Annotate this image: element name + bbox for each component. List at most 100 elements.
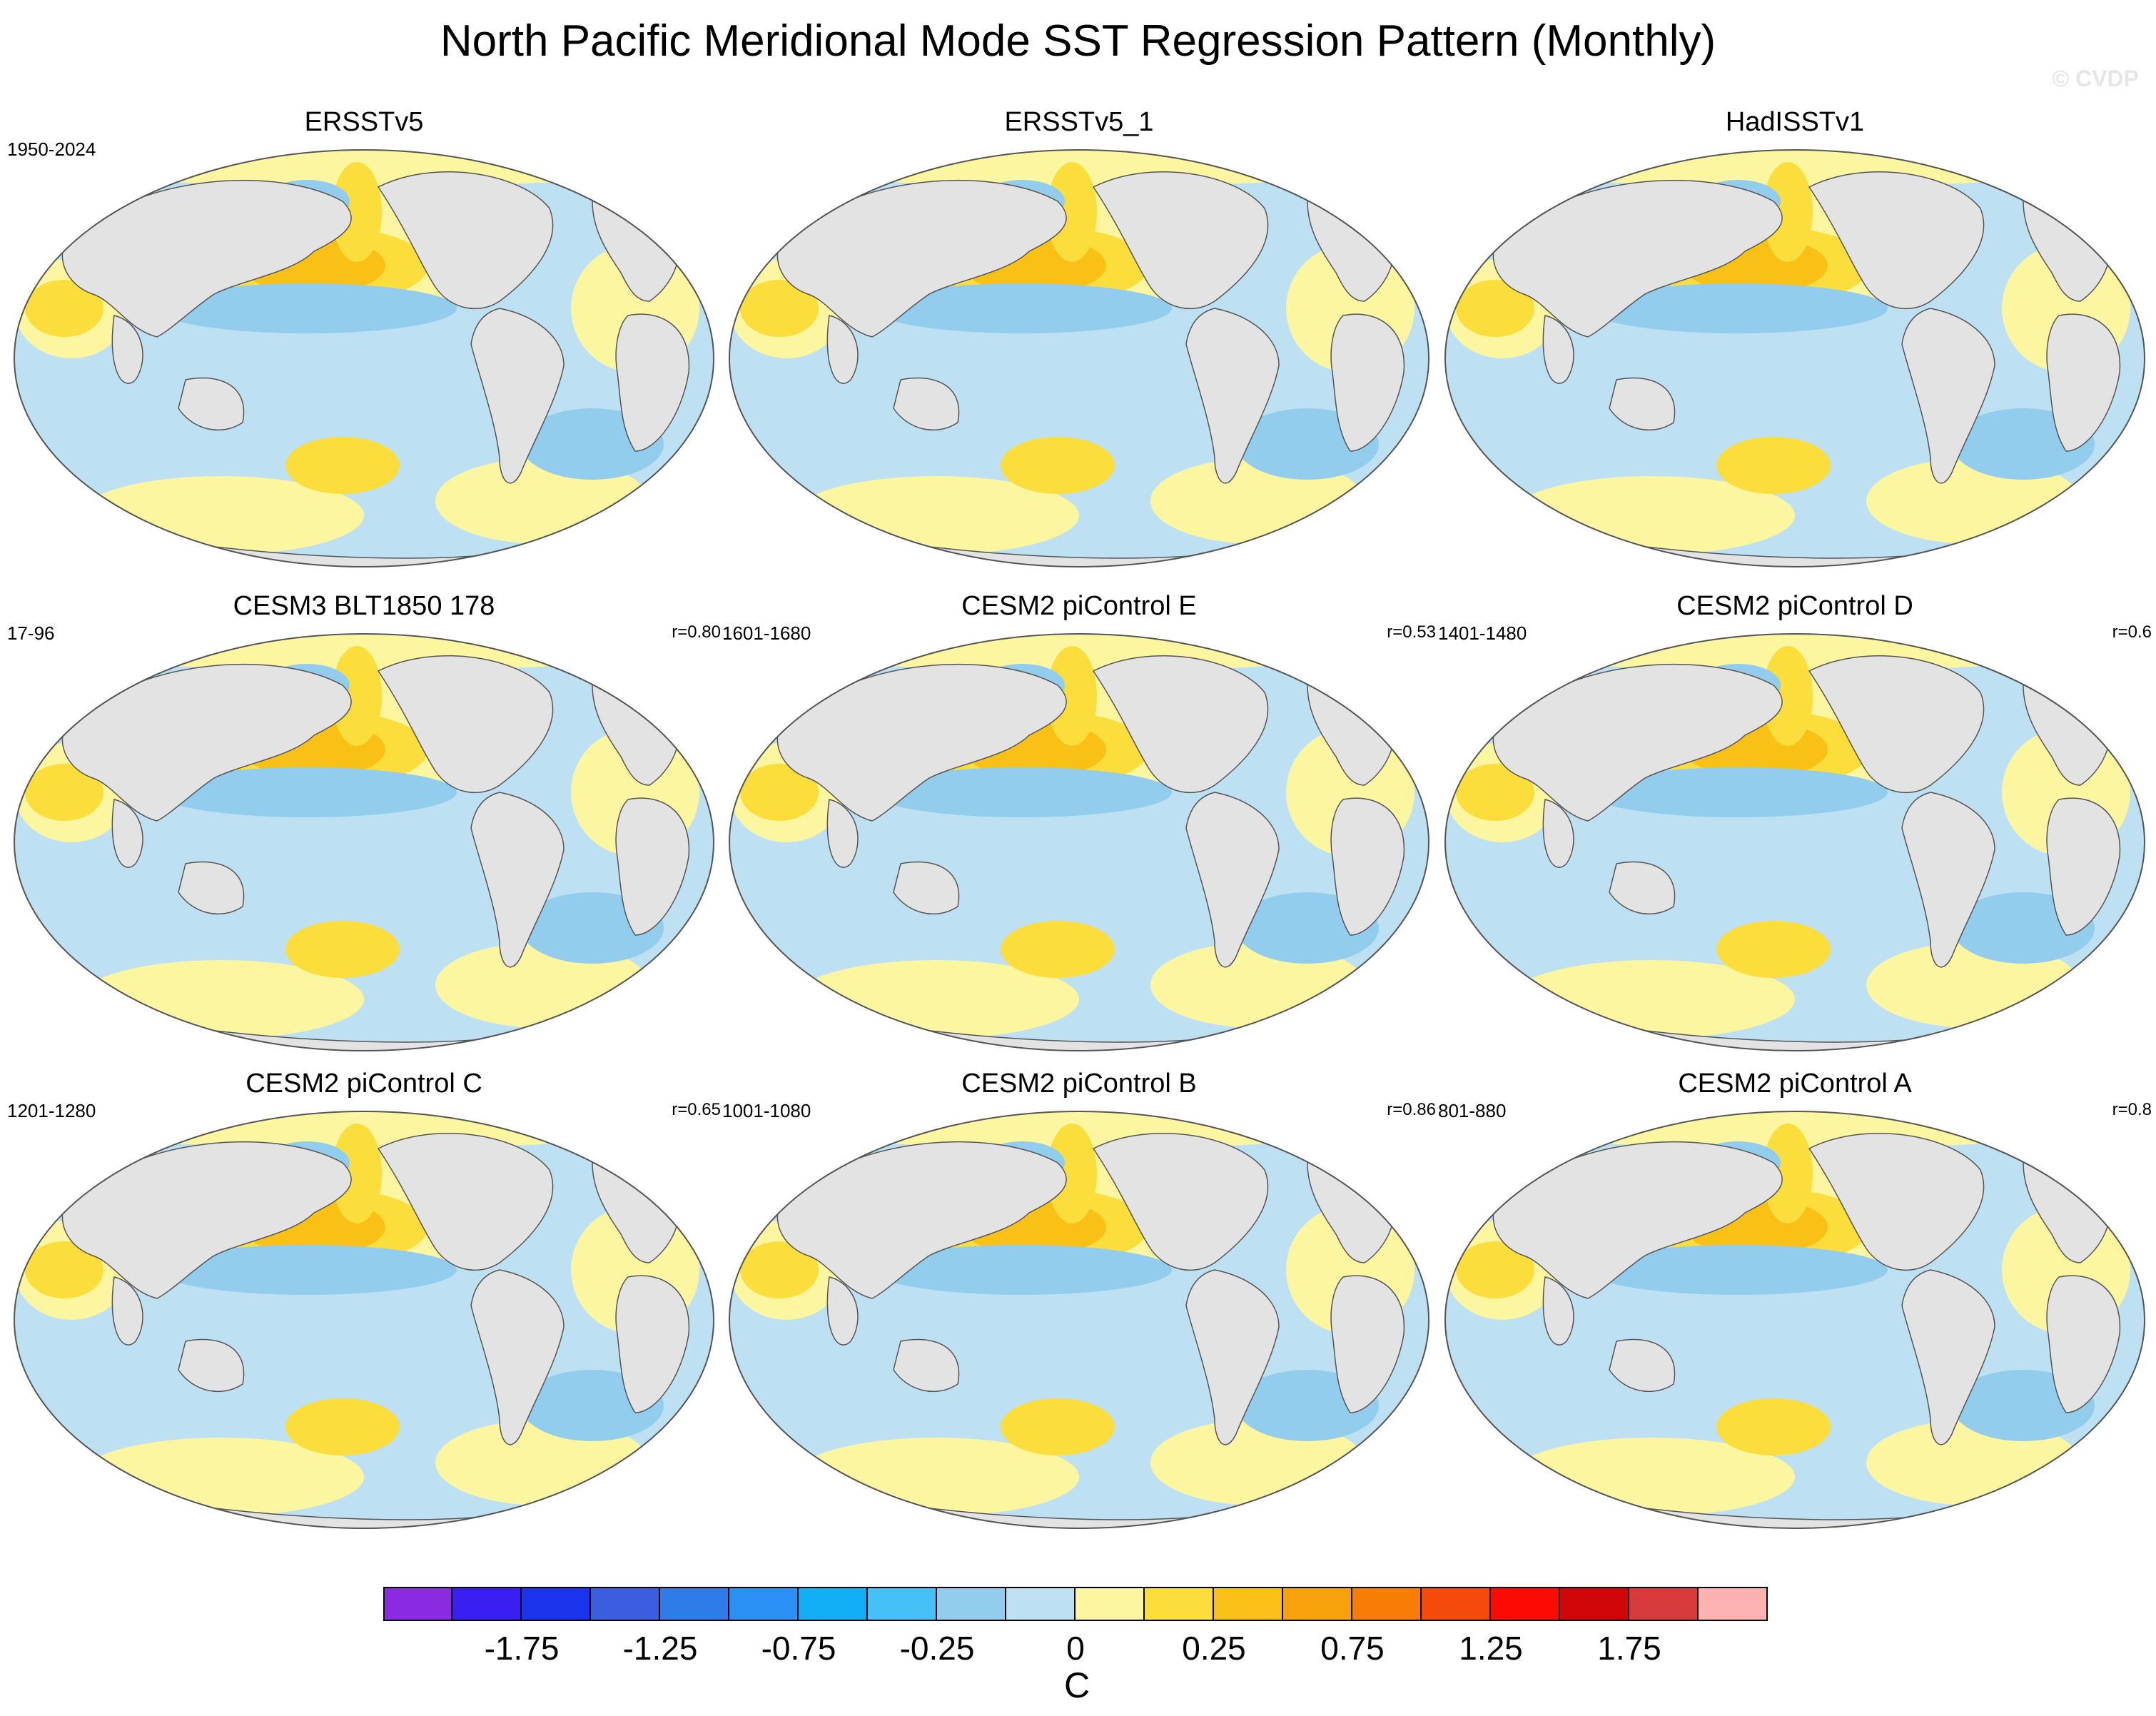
colorbar-segment [1629,1587,1699,1621]
panel-correlation: r=0.86 [1387,1100,1436,1119]
continent-landmass [1092,171,1269,310]
map-field [14,1111,714,1528]
map-panel: CESM2 piControl B 1001-1080 r=0.86 [722,1066,1436,1537]
colorbar-tick-label: -0.75 [761,1630,836,1667]
map-field [729,150,1429,567]
panel-title: CESM2 piControl D [1676,591,1913,621]
world-map-robinson [14,149,714,567]
map-panel: CESM2 piControl E 1601-1680 r=0.53 [722,588,1436,1059]
panel-correlation: r=0.8 [2112,1100,2152,1119]
colorbar-segment [937,1587,1006,1621]
sst-anomaly-region [25,1241,103,1298]
continent-landmass [111,315,143,384]
world-map-robinson [14,1111,714,1529]
continent-landmass [826,799,859,868]
continent-landmass [1609,377,1676,431]
continent-landmass [2046,313,2121,452]
colorbar-tick-label: 0.25 [1182,1630,1246,1667]
sst-anomaly-region [157,1245,457,1295]
colorbar-tick-label: -0.25 [899,1630,975,1667]
continent-landmass [1808,171,1985,310]
colorbar-segment [1283,1587,1352,1621]
continent-landmass [615,313,690,452]
colorbar-tick-label: 1.75 [1597,1630,1661,1667]
panel-period: 801-880 [1438,1100,1507,1121]
world-map-robinson [729,1111,1429,1529]
sst-anomaly-region [1716,437,1831,494]
sst-anomaly-region [1047,1124,1097,1223]
sst-anomaly-region [332,646,382,746]
sst-anomaly-region [1456,280,1534,337]
map-field [1445,634,2145,1051]
colorbar-tick-label: 0 [1066,1630,1085,1667]
map-border [729,1111,1429,1529]
sst-anomaly-region [157,283,457,333]
sst-anomaly-region [25,764,103,821]
colorbar-segment [1560,1587,1629,1621]
panel-title: CESM2 piControl E [961,591,1197,621]
panel-period: 1201-1280 [7,1100,96,1121]
continent-landmass [1901,308,1995,484]
continent-landmass [377,171,554,310]
colorbar-tick-label: -1.75 [484,1630,560,1667]
colorbar-segment [799,1587,868,1621]
sst-anomaly-region [1001,921,1115,978]
continent-landmass [893,1338,960,1393]
map-field [1445,1111,2145,1528]
colorbar-tick-label: -1.25 [622,1630,698,1667]
sst-anomaly-region [1456,764,1534,821]
panel-title: CESM2 piControl A [1678,1069,1912,1099]
sst-anomaly-region [285,921,400,978]
world-map-robinson [1444,633,2145,1051]
continent-landmass [893,377,960,431]
continent-landmass [178,377,245,431]
continent-landmass [615,797,690,936]
sst-anomaly-region [25,280,103,337]
colorbar-segment [1422,1587,1491,1621]
continent-landmass [1542,1276,1574,1346]
continent-landmass [615,1275,690,1413]
continent-landmass [470,792,565,968]
figure-title: North Pacific Meridional Mode SST Regres… [440,16,1716,66]
sst-anomaly-region [285,437,400,494]
map-border [729,149,1429,567]
world-map-robinson [1444,1111,2145,1529]
continent-landmass [1330,313,1405,452]
sst-anomaly-region [1001,437,1115,494]
continent-landmass [2046,797,2121,936]
continent-landmass [470,308,565,484]
map-border [1444,149,2145,567]
continent-landmass [1492,1141,1783,1299]
sst-anomaly-region [157,767,457,817]
panel-title: HadISSTv1 [1725,107,1865,137]
colorbar-segment [1145,1587,1214,1621]
panel-title: CESM2 piControl B [961,1069,1197,1099]
colorbar-segment [868,1587,937,1621]
continent-landmass [776,179,1067,338]
map-border [14,149,714,567]
continent-landmass [377,1133,554,1271]
world-map-robinson [1444,149,2145,567]
sst-anomaly-region [1047,646,1097,746]
continent-landmass [1901,1269,1995,1445]
sst-anomaly-region [1001,1398,1115,1455]
sst-anomaly-region [1047,162,1097,262]
continent-landmass [178,861,245,915]
continent-landmass [61,1141,352,1299]
map-panel: CESM3 BLT1850 178 17-96 r=0.80 [7,588,721,1059]
map-panel: HadISSTv1 [1438,104,2152,575]
colorbar-segment [452,1587,522,1621]
colorbar-tick-label: 1.25 [1459,1630,1523,1667]
continent-landmass [470,1269,565,1445]
sst-anomaly-region [1588,283,1888,333]
world-map-robinson [729,149,1429,567]
continent-landmass [1092,655,1269,794]
panel-correlation: r=0.53 [1387,622,1436,642]
map-border [14,1111,714,1529]
continent-landmass [1492,179,1783,338]
sst-anomaly-region [1456,1241,1534,1298]
colorbar-segment [1006,1587,1076,1621]
continent-landmass [1609,1338,1676,1393]
panel-period: 1601-1680 [722,622,811,644]
continent-landmass [1092,1133,1269,1271]
